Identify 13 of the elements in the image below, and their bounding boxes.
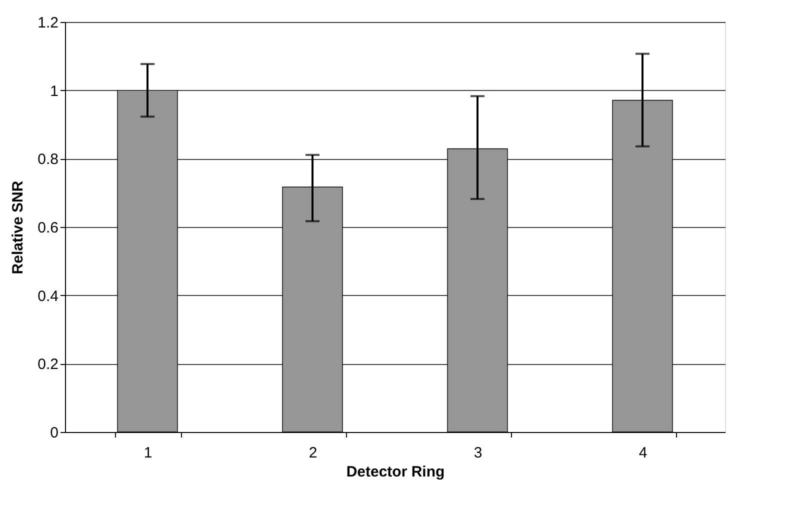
x-tick-label: 1 <box>144 444 152 462</box>
y-tick-label: 0.8 <box>38 151 58 168</box>
y-tick-label: 1.2 <box>38 14 58 32</box>
x-axis-title: Detector Ring <box>346 464 445 480</box>
y-tick-label: 1 <box>50 82 58 100</box>
x-tick-label: 3 <box>474 444 482 462</box>
y-tick-label: 0 <box>50 424 58 442</box>
y-tick-label: 0.2 <box>38 356 58 374</box>
y-tick-label: 0.4 <box>38 288 58 305</box>
x-tick-label: 2 <box>308 444 318 462</box>
y-axis-title: Relative SNR <box>10 180 27 274</box>
y-tick-label: 0.6 <box>38 220 58 236</box>
x-tick-label: 4 <box>638 444 648 462</box>
